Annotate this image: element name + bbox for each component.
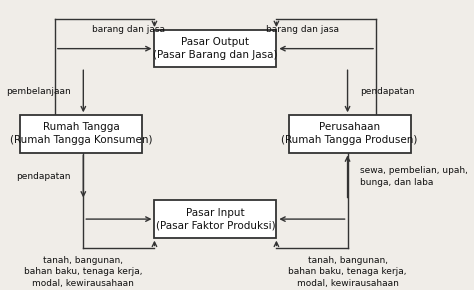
FancyBboxPatch shape: [20, 115, 142, 153]
Text: Perusahaan
(Rumah Tangga Produsen): Perusahaan (Rumah Tangga Produsen): [282, 122, 418, 145]
FancyBboxPatch shape: [155, 200, 276, 238]
Text: pendapatan: pendapatan: [17, 172, 71, 181]
Text: Pasar Input
(Pasar Faktor Produksi): Pasar Input (Pasar Faktor Produksi): [155, 208, 275, 231]
Text: pendapatan: pendapatan: [360, 87, 414, 96]
Text: barang dan jasa: barang dan jasa: [266, 25, 339, 34]
Text: tanah, bangunan,
bahan baku, tenaga kerja,
modal, kewirausahaan: tanah, bangunan, bahan baku, tenaga kerj…: [24, 256, 143, 288]
Text: tanah, bangunan,
bahan baku, tenaga kerja,
modal, kewirausahaan: tanah, bangunan, bahan baku, tenaga kerj…: [288, 256, 407, 288]
Text: barang dan jasa: barang dan jasa: [91, 25, 164, 34]
FancyBboxPatch shape: [155, 30, 276, 67]
Text: pembelanjaan: pembelanjaan: [6, 87, 71, 96]
Text: sewa, pembelian, upah,
bunga, dan laba: sewa, pembelian, upah, bunga, dan laba: [360, 166, 468, 186]
Text: Pasar Output
(Pasar Barang dan Jasa): Pasar Output (Pasar Barang dan Jasa): [153, 37, 278, 60]
Text: Rumah Tangga
(Rumah Tangga Konsumen): Rumah Tangga (Rumah Tangga Konsumen): [10, 122, 153, 145]
FancyBboxPatch shape: [289, 115, 410, 153]
